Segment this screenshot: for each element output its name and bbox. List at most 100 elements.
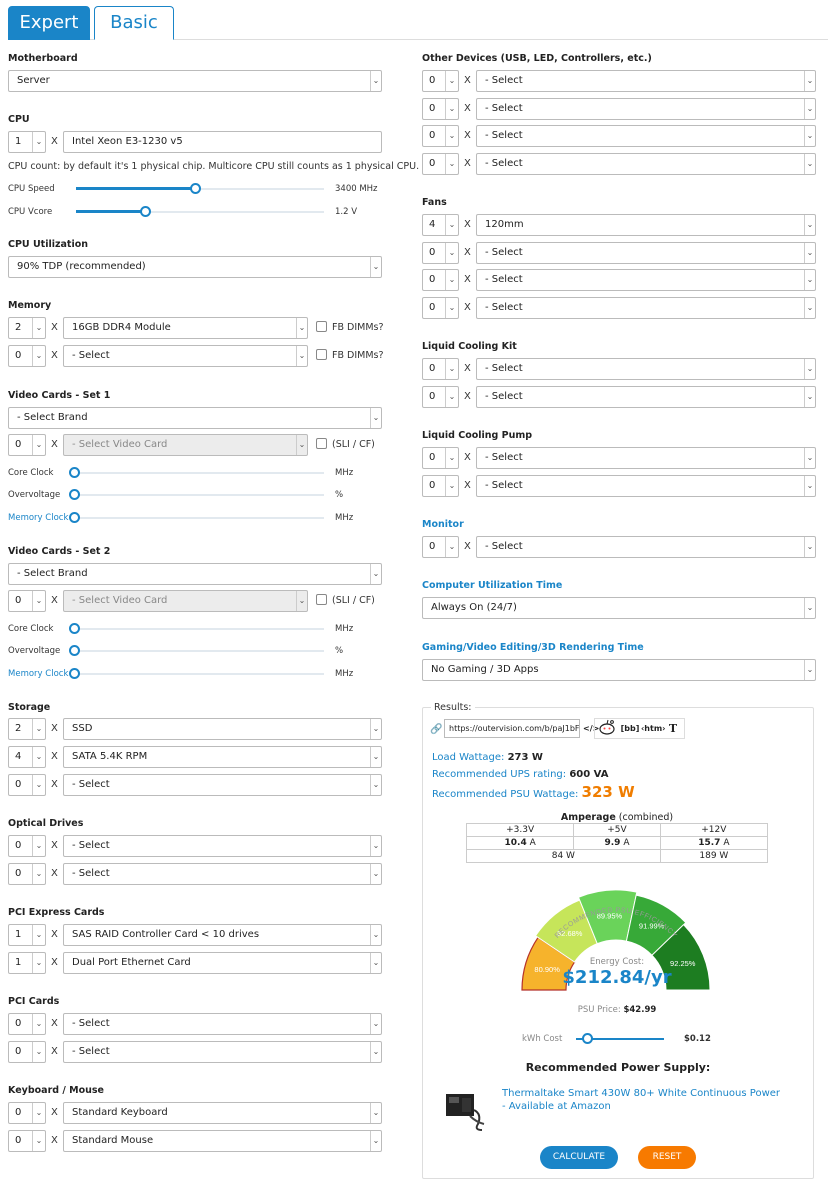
video2-core-slider-handle[interactable]	[69, 623, 80, 634]
pcie-card-qty-select[interactable]: 1 ⌄	[8, 952, 46, 974]
optical-qty-select[interactable]: 0 ⌄	[8, 835, 46, 857]
fan-select[interactable]: - Select ⌄	[476, 241, 816, 264]
fb-dimm-checkbox[interactable]: FB DIMMs?	[316, 345, 384, 367]
other-device-qty-select[interactable]: 0 ⌄	[422, 152, 459, 175]
memory-module-select[interactable]: - Select ⌄	[63, 345, 308, 367]
other-device-qty-select[interactable]: 0 ⌄	[422, 70, 459, 92]
liquid-kit-qty-select[interactable]: 0 ⌄	[422, 358, 459, 380]
video1-ov-slider-handle[interactable]	[69, 489, 80, 500]
other-device-select[interactable]: - Select ⌄	[476, 70, 816, 92]
cpu-vcore-slider-handle[interactable]	[139, 206, 151, 217]
kbm-select[interactable]: Standard Keyboard ⌄	[63, 1102, 382, 1124]
video2-sli-checkbox[interactable]: (SLI / CF)	[316, 590, 375, 612]
video2-brand-select[interactable]: - Select Brand ⌄	[8, 563, 382, 585]
memory-heading: Memory	[8, 300, 52, 311]
liquid-kit-select[interactable]: - Select ⌄	[476, 385, 816, 408]
cpu-utilization-select[interactable]: 90% TDP (recommended) ⌄	[8, 256, 382, 278]
chevron-down-icon: ⌄	[32, 775, 45, 795]
pcie-card-qty-select[interactable]: 1 ⌄	[8, 924, 46, 946]
video2-card-select[interactable]: - Select Video Card ⌄	[63, 590, 308, 612]
fan-select[interactable]: - Select ⌄	[476, 269, 816, 291]
chevron-down-icon: ⌄	[445, 475, 458, 496]
memory-qty-select[interactable]: 0 ⌄	[8, 345, 46, 367]
kwh-slider-handle[interactable]	[581, 1033, 593, 1044]
memory-qty-select[interactable]: 2 ⌄	[8, 317, 46, 339]
liquid-kit-select[interactable]: - Select ⌄	[476, 358, 816, 380]
utilization-time-select[interactable]: Always On (24/7) ⌄	[422, 597, 816, 619]
fan-qty-select[interactable]: 0 ⌄	[422, 269, 459, 291]
tab-expert[interactable]: Expert	[8, 6, 90, 40]
optical-select[interactable]: - Select ⌄	[63, 835, 382, 857]
bbcode-icon[interactable]: [bb]	[620, 724, 640, 733]
share-url-input[interactable]: https://outervision.com/b/paJ1bF	[444, 719, 580, 738]
memory-module-select[interactable]: 16GB DDR4 Module ⌄	[63, 317, 308, 339]
storage-qty-select[interactable]: 0 ⌄	[8, 774, 46, 796]
storage-select[interactable]: SSD ⌄	[63, 718, 382, 740]
fan-qty-select[interactable]: 4 ⌄	[422, 214, 459, 236]
cpu-model-input[interactable]: Intel Xeon E3-1230 v5	[63, 131, 382, 153]
pcie-card-select[interactable]: Dual Port Ethernet Card ⌄	[63, 952, 382, 974]
video1-core-clock-label: Core Clock	[8, 468, 54, 478]
pci-card-select[interactable]: - Select ⌄	[63, 1013, 382, 1035]
gaming-time-select[interactable]: No Gaming / 3D Apps ⌄	[422, 659, 816, 681]
cpu-qty-select[interactable]: 1 ⌄	[8, 131, 46, 153]
html-icon[interactable]: ‹htm›	[641, 724, 666, 733]
reddit-icon[interactable]	[596, 719, 618, 738]
storage-select[interactable]: - Select ⌄	[63, 774, 382, 796]
other-device-qty-select[interactable]: 0 ⌄	[422, 125, 459, 147]
other-device-select[interactable]: - Select ⌄	[476, 152, 816, 175]
pci-card-select[interactable]: - Select ⌄	[63, 1041, 382, 1063]
pcie-card-select[interactable]: SAS RAID Controller Card < 10 drives ⌄	[63, 924, 382, 946]
reset-button[interactable]: RESET	[638, 1146, 696, 1169]
storage-qty-select[interactable]: 2 ⌄	[8, 718, 46, 740]
fan-qty-select[interactable]: 0 ⌄	[422, 296, 459, 319]
optical-select[interactable]: - Select ⌄	[63, 863, 382, 885]
video1-brand-select[interactable]: - Select Brand ⌄	[8, 407, 382, 429]
video2-qty-select[interactable]: 0 ⌄	[8, 590, 46, 612]
video1-qty-select[interactable]: 0 ⌄	[8, 434, 46, 456]
video1-brand-value: - Select Brand	[17, 412, 88, 423]
video2-mem-track	[74, 673, 324, 675]
storage-qty-select[interactable]: 4 ⌄	[8, 746, 46, 768]
kbm-qty-select[interactable]: 0 ⌄	[8, 1102, 46, 1124]
optical-qty-select[interactable]: 0 ⌄	[8, 863, 46, 885]
other-device-select[interactable]: - Select ⌄	[476, 125, 816, 147]
liquid-pump-qty-select[interactable]: 0 ⌄	[422, 447, 459, 469]
monitor-qty-select[interactable]: 0 ⌄	[422, 536, 459, 558]
text-icon[interactable]: T	[668, 722, 678, 735]
liquid-pump-qty-select[interactable]: 0 ⌄	[422, 474, 459, 497]
video1-card-select[interactable]: - Select Video Card ⌄	[63, 434, 308, 456]
storage-select[interactable]: SATA 5.4K RPM ⌄	[63, 746, 382, 768]
load-wattage-label: Load Wattage:	[432, 752, 505, 763]
video2-ov-slider-handle[interactable]	[69, 645, 80, 656]
chevron-down-icon: ⌄	[804, 660, 815, 680]
liquid-kit-qty-select[interactable]: 0 ⌄	[422, 385, 459, 408]
video1-mem-slider-handle[interactable]	[69, 512, 80, 523]
pci-card-qty-select[interactable]: 0 ⌄	[8, 1013, 46, 1035]
other-device-qty-select[interactable]: 0 ⌄	[422, 97, 459, 120]
video2-mem-slider-handle[interactable]	[69, 668, 80, 679]
motherboard-select[interactable]: Server ⌄	[8, 70, 382, 92]
cpu-speed-slider-handle[interactable]	[189, 183, 201, 194]
psu-product-image[interactable]	[440, 1088, 488, 1132]
recommended-psu-link[interactable]: Thermaltake Smart 430W 80+ White Continu…	[502, 1088, 781, 1112]
video1-sli-checkbox[interactable]: (SLI / CF)	[316, 434, 375, 456]
pci-card-qty-select[interactable]: 0 ⌄	[8, 1041, 46, 1063]
other-device-select[interactable]: - Select ⌄	[476, 97, 816, 120]
monitor-select[interactable]: - Select ⌄	[476, 536, 816, 558]
calculate-button[interactable]: CALCULATE	[540, 1146, 618, 1169]
liquid-pump-select[interactable]: - Select ⌄	[476, 447, 816, 469]
liquid-pump-select[interactable]: - Select ⌄	[476, 474, 816, 497]
video1-core-slider-handle[interactable]	[69, 467, 80, 478]
kbm-select[interactable]: Standard Mouse ⌄	[63, 1130, 382, 1152]
storage-qty-value: 2	[15, 723, 22, 734]
fan-qty-select[interactable]: 0 ⌄	[422, 241, 459, 264]
fan-select[interactable]: - Select ⌄	[476, 296, 816, 319]
embed-code-icon[interactable]: </>	[583, 724, 600, 733]
energy-cost-label: Energy Cost:	[589, 957, 645, 967]
tab-basic[interactable]: Basic	[94, 6, 174, 40]
fan-select[interactable]: 120mm ⌄	[476, 214, 816, 236]
kbm-qty-select[interactable]: 0 ⌄	[8, 1130, 46, 1152]
fb-dimm-checkbox[interactable]: FB DIMMs?	[316, 317, 384, 339]
share-buttons	[594, 718, 685, 739]
